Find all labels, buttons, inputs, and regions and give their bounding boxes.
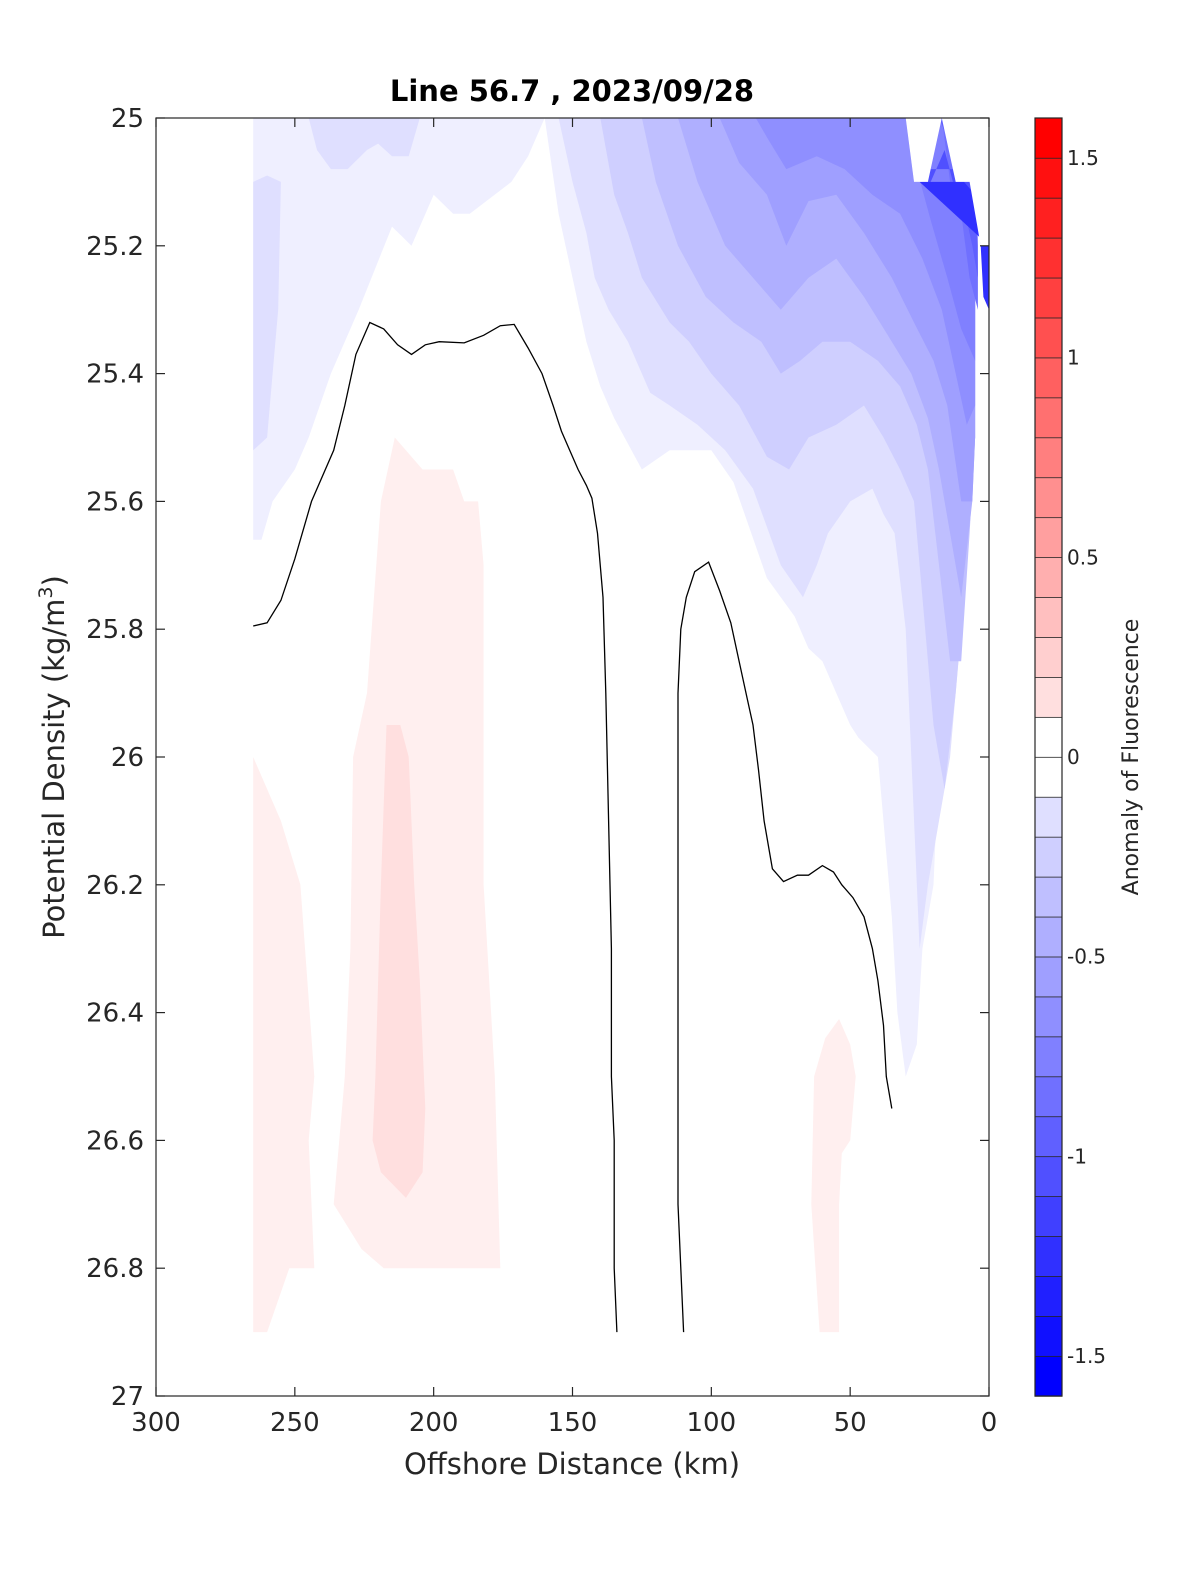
filled-contours [253,118,989,1333]
colorbar-tick-label: 1.5 [1067,146,1099,170]
colorbar-swatch-30 [1034,157,1063,199]
colorbar-swatch-31 [1034,117,1063,159]
colorbar-swatch-26 [1034,317,1063,359]
x-tick-label: 250 [270,1408,320,1438]
contour-fill-region-1 [333,437,501,1269]
y-tick-label: 25 [111,104,144,134]
colorbar-swatch-17 [1034,676,1063,718]
x-axis-title: Offshore Distance (km) [404,1447,740,1481]
colorbar-swatch-20 [1034,556,1063,598]
colorbar-swatches [1034,117,1063,1397]
colorbar-swatch-4 [1034,1195,1063,1237]
zero-contour-line-1 [677,561,893,1333]
contour-fill-region-13 [755,118,976,425]
y-axis-title-superscript: 3 [35,586,57,598]
y-axis-title-close: ) [37,575,71,586]
contour-fill-region-19 [905,118,989,246]
y-tick-label: 25.4 [86,360,144,390]
colorbar-tick-label: 0 [1067,745,1080,769]
colorbar-swatch-25 [1034,357,1063,399]
y-tick-label: 25.2 [86,232,144,262]
x-tick-label: 50 [834,1408,867,1438]
x-tick-label: 100 [687,1408,737,1438]
colorbar-swatch-7 [1034,1076,1063,1118]
colorbar-swatch-11 [1034,916,1063,958]
y-axis: 25 25.2 25.4 25.6 25.8 26 26.2 26.4 26.6 26.8 27 [86,104,989,1412]
colorbar-swatch-0 [1034,1355,1063,1397]
colorbar-swatch-5 [1034,1155,1063,1198]
y-tick-label: 26.8 [86,1254,144,1284]
x-axis: 300 250 200 150 100 50 0 [131,118,997,1438]
chart-title: Line 56.7 , 2023/09/28 [390,74,754,108]
colorbar-tick-label: 1 [1067,346,1080,370]
contour-fill-region-0 [253,757,315,1333]
contour-fill-region-4 [253,118,545,540]
y-tick-label: 27 [111,1382,144,1412]
colorbar-swatch-18 [1034,636,1063,678]
colorbar-swatch-6 [1034,1116,1063,1158]
y-tick-label: 26.6 [86,1126,144,1156]
plot-area: 300 250 200 150 100 50 0 2525.225.425.625.8262… [86,104,997,1438]
contour-fill-region-7 [308,118,420,170]
y-axis-title-main: Potential Density (kg/m [37,599,71,939]
colorbar-swatch-10 [1034,956,1063,998]
colorbar-tick-label: -1.5 [1067,1344,1106,1368]
y-tick-label: 25.6 [86,487,144,517]
colorbar: 1.5 1 0.5 0 -0.5 -1 -1.5 [1034,117,1106,1397]
colorbar-swatch-16 [1034,716,1063,758]
colorbar-swatch-24 [1034,397,1063,439]
y-tick-label: 26.4 [86,999,144,1029]
colorbar-ticks: 1.5 1 0.5 0 -0.5 -1 -1.5 [1067,146,1106,1368]
colorbar-swatch-29 [1034,197,1063,239]
colorbar-swatch-2 [1034,1275,1063,1317]
colorbar-swatch-23 [1034,437,1063,479]
contour-fill-region-3 [372,725,426,1198]
colorbar-swatch-19 [1034,596,1063,638]
colorbar-swatch-22 [1034,477,1063,519]
y-tick-label: 25.8 [86,615,144,645]
colorbar-swatch-8 [1034,1036,1063,1078]
colorbar-tick-label: -1 [1067,1144,1087,1168]
colorbar-swatch-13 [1034,836,1063,878]
colorbar-swatch-1 [1034,1315,1063,1357]
colorbar-frame [1034,117,1063,1397]
colorbar-swatch-3 [1034,1235,1063,1277]
colorbar-tick-label: 0.5 [1067,545,1099,569]
contour-fill-region-2 [811,1019,856,1333]
colorbar-swatch-21 [1034,516,1063,559]
x-tick-label: 200 [409,1408,459,1438]
colorbar-swatch-27 [1034,277,1063,319]
x-tick-label: 0 [981,1408,998,1438]
colorbar-swatch-28 [1034,237,1063,279]
colorbar-swatch-14 [1034,796,1063,838]
x-tick-label: 150 [548,1408,598,1438]
contour-lines [253,321,893,1333]
colorbar-swatch-9 [1034,996,1063,1038]
y-tick-label: 26.2 [86,871,144,901]
x-tick-label: 300 [131,1408,181,1438]
colorbar-title: Anomaly of Fluorescence [1119,619,1144,896]
contour-fill-region-6 [253,175,281,451]
contour-fill-region-18 [919,181,989,310]
colorbar-swatch-15 [1034,756,1063,798]
colorbar-swatch-12 [1034,876,1063,918]
zero-contour-line-0 [253,321,618,1333]
y-tick-label: 26 [111,743,144,773]
y-axis-title: Potential Density (kg/m3) [35,575,71,939]
colorbar-tick-label: -0.5 [1067,945,1106,969]
